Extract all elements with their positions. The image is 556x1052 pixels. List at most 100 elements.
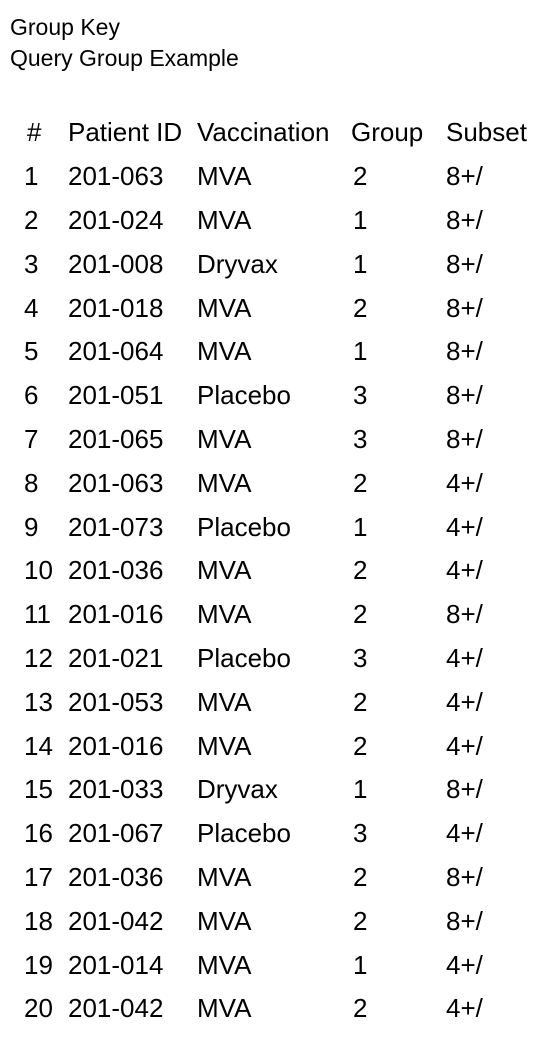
cell-group: 2 xyxy=(353,467,368,498)
cell-patient-id: 201-016 xyxy=(68,730,164,761)
table-row: 14 201-016 MVA 2 4+/ xyxy=(16,724,546,768)
cell-group: 1 xyxy=(353,248,368,279)
cell-patient-id: 201-067 xyxy=(68,818,164,849)
cell-number: 2 xyxy=(24,204,39,235)
document-header: Group Key Query Group Example xyxy=(10,12,239,74)
cell-number: 20 xyxy=(24,993,53,1024)
cell-number: 3 xyxy=(24,248,39,279)
cell-patient-id: 201-065 xyxy=(68,423,164,454)
cell-patient-id: 201-014 xyxy=(68,949,164,980)
cell-patient-id: 201-036 xyxy=(68,555,164,586)
cell-patient-id: 201-042 xyxy=(68,993,164,1024)
cell-patient-id: 201-024 xyxy=(68,204,164,235)
cell-patient-id: 201-036 xyxy=(68,861,164,892)
table-row: 11 201-016 MVA 2 8+/ xyxy=(16,593,546,637)
cell-group: 3 xyxy=(353,380,368,411)
cell-group: 2 xyxy=(353,161,368,192)
cell-subset: 8+/ xyxy=(446,204,483,235)
cell-vaccination: MVA xyxy=(197,467,252,498)
cell-subset: 8+/ xyxy=(446,423,483,454)
table-row: 13 201-053 MVA 2 4+/ xyxy=(16,680,546,724)
cell-group: 2 xyxy=(353,905,368,936)
cell-vaccination: MVA xyxy=(197,161,252,192)
cell-number: 6 xyxy=(24,380,39,411)
cell-group: 1 xyxy=(353,511,368,542)
cell-number: 5 xyxy=(24,336,39,367)
cell-subset: 4+/ xyxy=(446,993,483,1024)
table-body: 1 201-063 MVA 2 8+/ 2 201-024 MVA 1 8+/ 3 201-008 Dr… xyxy=(16,155,546,1031)
cell-number: 12 xyxy=(24,642,53,673)
cell-number: 7 xyxy=(24,423,39,454)
cell-subset: 8+/ xyxy=(446,336,483,367)
cell-vaccination: MVA xyxy=(197,555,252,586)
cell-vaccination: MVA xyxy=(197,905,252,936)
cell-group: 2 xyxy=(353,292,368,323)
cell-subset: 4+/ xyxy=(446,949,483,980)
cell-group: 2 xyxy=(353,686,368,717)
cell-patient-id: 201-063 xyxy=(68,161,164,192)
cell-number: 8 xyxy=(24,467,39,498)
cell-patient-id: 201-016 xyxy=(68,599,164,630)
cell-vaccination: Dryvax xyxy=(197,774,278,805)
cell-number: 18 xyxy=(24,905,53,936)
cell-subset: 4+/ xyxy=(446,818,483,849)
table-row: 18 201-042 MVA 2 8+/ xyxy=(16,899,546,943)
cell-subset: 8+/ xyxy=(446,861,483,892)
cell-group: 1 xyxy=(353,949,368,980)
cell-group: 1 xyxy=(353,336,368,367)
cell-patient-id: 201-063 xyxy=(68,467,164,498)
cell-patient-id: 201-051 xyxy=(68,380,164,411)
cell-vaccination: Placebo xyxy=(197,642,291,673)
cell-group: 3 xyxy=(353,423,368,454)
table-row: 20 201-042 MVA 2 4+/ xyxy=(16,987,546,1031)
column-header-patient-id: Patient ID xyxy=(68,117,183,148)
cell-subset: 8+/ xyxy=(446,774,483,805)
cell-subset: 4+/ xyxy=(446,511,483,542)
cell-subset: 8+/ xyxy=(446,248,483,279)
cell-number: 11 xyxy=(24,599,51,630)
document-subtitle: Query Group Example xyxy=(10,45,239,71)
cell-vaccination: MVA xyxy=(197,292,252,323)
document-title: Group Key xyxy=(10,14,120,40)
cell-vaccination: Placebo xyxy=(197,511,291,542)
cell-subset: 4+/ xyxy=(446,730,483,761)
cell-vaccination: MVA xyxy=(197,599,252,630)
table-row: 10 201-036 MVA 2 4+/ xyxy=(16,549,546,593)
table-header-row: # Patient ID Vaccination Group Subset xyxy=(16,111,546,155)
cell-number: 16 xyxy=(24,818,53,849)
table-row: 1 201-063 MVA 2 8+/ xyxy=(16,155,546,199)
table-row: 2 201-024 MVA 1 8+/ xyxy=(16,199,546,243)
table-row: 3 201-008 Dryvax 1 8+/ xyxy=(16,242,546,286)
table-row: 7 201-065 MVA 3 8+/ xyxy=(16,418,546,462)
cell-number: 4 xyxy=(24,292,39,323)
column-header-vaccination: Vaccination xyxy=(197,117,330,148)
cell-subset: 4+/ xyxy=(446,555,483,586)
cell-group: 3 xyxy=(353,818,368,849)
cell-number: 15 xyxy=(24,774,53,805)
table-row: 16 201-067 Placebo 3 4+/ xyxy=(16,812,546,856)
cell-vaccination: MVA xyxy=(197,336,252,367)
table-row: 19 201-014 MVA 1 4+/ xyxy=(16,943,546,987)
cell-patient-id: 201-008 xyxy=(68,248,164,279)
cell-number: 19 xyxy=(24,949,53,980)
table-row: 6 201-051 Placebo 3 8+/ xyxy=(16,374,546,418)
cell-subset: 8+/ xyxy=(446,380,483,411)
table-row: 8 201-063 MVA 2 4+/ xyxy=(16,461,546,505)
cell-number: 10 xyxy=(24,555,53,586)
table-row: 12 201-021 Placebo 3 4+/ xyxy=(16,637,546,681)
table-row: 9 201-073 Placebo 1 4+/ xyxy=(16,505,546,549)
cell-number: 17 xyxy=(24,861,53,892)
cell-subset: 4+/ xyxy=(446,686,483,717)
cell-subset: 8+/ xyxy=(446,905,483,936)
cell-subset: 8+/ xyxy=(446,161,483,192)
column-header-subset: Subset xyxy=(446,117,527,148)
cell-subset: 4+/ xyxy=(446,467,483,498)
cell-group: 1 xyxy=(353,204,368,235)
cell-group: 2 xyxy=(353,993,368,1024)
cell-patient-id: 201-064 xyxy=(68,336,164,367)
cell-patient-id: 201-033 xyxy=(68,774,164,805)
cell-vaccination: Dryvax xyxy=(197,248,278,279)
cell-vaccination: MVA xyxy=(197,949,252,980)
cell-number: 1 xyxy=(24,161,39,192)
